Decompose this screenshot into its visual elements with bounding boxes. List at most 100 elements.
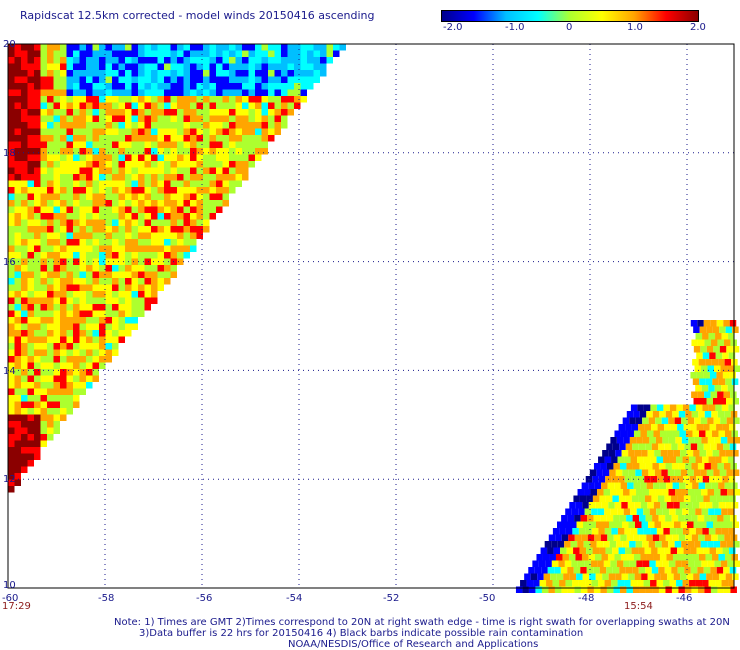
data-cell — [21, 388, 28, 395]
data-cell — [229, 135, 236, 142]
data-cell — [99, 336, 106, 343]
data-cell — [177, 70, 184, 77]
data-cell — [157, 193, 164, 200]
data-cell — [14, 395, 21, 402]
data-cell — [732, 326, 739, 333]
data-cell — [21, 180, 28, 187]
data-cell — [248, 76, 255, 83]
data-cell — [732, 521, 739, 528]
data-cell — [27, 460, 34, 467]
data-cell — [14, 382, 21, 389]
data-cell — [144, 128, 151, 135]
data-cell — [164, 57, 171, 64]
data-cell — [268, 115, 275, 122]
data-cell — [112, 291, 119, 298]
data-cell — [235, 161, 242, 168]
data-cell — [86, 219, 93, 226]
data-cell — [53, 180, 60, 187]
data-cell — [118, 57, 125, 64]
data-cell — [326, 57, 333, 64]
data-cell — [131, 278, 138, 285]
data-cell — [732, 469, 740, 476]
data-cell — [593, 586, 601, 593]
data-cell — [617, 580, 625, 587]
data-cell — [613, 515, 620, 522]
data-cell — [73, 369, 80, 376]
data-cell — [8, 382, 15, 389]
data-cell — [34, 395, 41, 402]
data-cell — [66, 369, 73, 376]
data-cell — [248, 154, 255, 161]
data-cell — [118, 141, 125, 148]
data-cell — [21, 213, 28, 220]
data-cell — [99, 44, 106, 51]
data-cell — [131, 96, 138, 103]
data-cell — [118, 291, 125, 298]
data-cell — [731, 378, 739, 385]
data-cell — [47, 395, 54, 402]
data-cell — [692, 378, 700, 385]
data-cell — [645, 443, 652, 450]
data-cell — [692, 554, 699, 561]
data-cell — [73, 232, 80, 239]
data-cell — [157, 245, 164, 252]
data-cell — [138, 278, 145, 285]
data-cell — [708, 508, 715, 515]
data-cell — [131, 232, 138, 239]
data-cell — [34, 96, 41, 103]
data-cell — [164, 258, 171, 265]
data-cell — [34, 252, 41, 259]
data-cell — [79, 304, 86, 311]
data-cell — [40, 70, 47, 77]
data-cell — [216, 76, 223, 83]
data-cell — [646, 411, 653, 418]
data-cell — [622, 541, 630, 548]
data-cell — [216, 128, 223, 135]
data-cell — [170, 57, 177, 64]
data-cell — [157, 219, 164, 226]
data-cell — [183, 219, 190, 226]
data-cell — [125, 187, 132, 194]
data-cell — [144, 297, 151, 304]
data-cell — [635, 521, 642, 528]
data-cell — [92, 349, 99, 356]
data-cell — [151, 141, 158, 148]
data-cell — [79, 70, 86, 77]
data-cell — [274, 96, 281, 103]
data-cell — [606, 586, 614, 593]
data-cell — [118, 109, 125, 116]
data-cell — [242, 174, 249, 181]
data-cell — [684, 463, 692, 470]
data-cell — [73, 154, 80, 161]
data-cell — [8, 174, 15, 181]
data-cell — [157, 271, 164, 278]
data-cell — [157, 252, 164, 259]
data-cell — [613, 586, 620, 593]
data-cell — [73, 343, 80, 350]
data-cell — [99, 258, 106, 265]
data-cell — [713, 346, 720, 353]
data-cell — [86, 310, 93, 317]
data-cell — [53, 414, 60, 421]
data-cell — [21, 89, 28, 96]
data-cell — [47, 226, 54, 233]
data-cell — [73, 128, 80, 135]
data-cell — [164, 180, 171, 187]
data-cell — [695, 385, 702, 392]
data-cell — [732, 346, 740, 353]
data-cell — [216, 70, 223, 77]
data-cell — [47, 174, 54, 181]
data-cell — [34, 369, 41, 376]
data-cell — [638, 424, 645, 431]
data-cell — [99, 83, 106, 90]
data-cell — [40, 213, 47, 220]
data-cell — [138, 57, 145, 64]
data-cell — [255, 128, 262, 135]
data-cell — [720, 417, 727, 424]
data-cell — [685, 430, 693, 437]
data-cell — [712, 326, 720, 333]
data-cell — [40, 167, 47, 174]
data-cell — [14, 323, 21, 330]
data-cell — [587, 534, 595, 541]
data-cell — [690, 424, 697, 431]
